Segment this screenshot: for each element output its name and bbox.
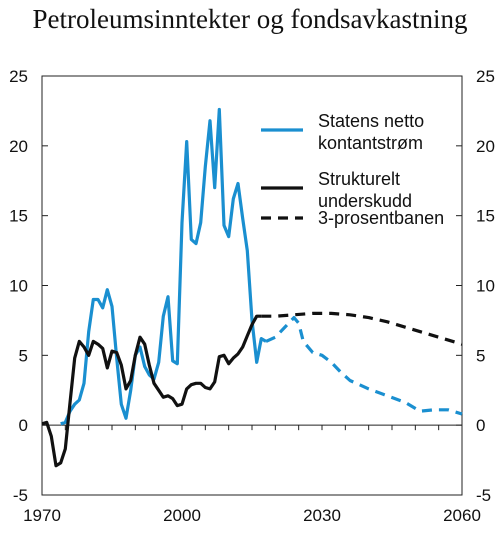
x-tick-label: 2060 — [443, 506, 481, 525]
legend: Statens netto kontantstrøm Strukturelt unde… — [261, 111, 444, 228]
y-tick-label-left: 25 — [9, 67, 28, 86]
legend-label: Statens netto kontantstrøm — [318, 111, 424, 153]
series-line-1 — [60, 107, 267, 426]
y-tick-label-left: 20 — [9, 137, 28, 156]
y-tick-label-right: 0 — [476, 416, 485, 435]
y-tick-label-left: -5 — [13, 486, 28, 505]
legend-label: 3-prosentbanen — [318, 208, 444, 228]
y-tick-label-left: 15 — [9, 207, 28, 226]
x-tick-label: 2000 — [163, 506, 201, 525]
y-tick-label-right: -5 — [476, 486, 491, 505]
right-y-axis: -5 0 5 10 15 20 25 — [456, 67, 495, 505]
y-tick-label-right: 20 — [476, 137, 495, 156]
y-tick-label-right: 15 — [476, 207, 495, 226]
y-tick-label-right: 25 — [476, 67, 495, 86]
series-layer — [41, 107, 463, 468]
y-tick-label-left: 5 — [19, 346, 28, 365]
series-line-3 — [41, 314, 262, 468]
y-tick-label-left: 10 — [9, 277, 28, 296]
x-tick-label: 1970 — [23, 506, 61, 525]
chart-title: Petroleumsinntekter og fondsavkastning — [32, 4, 468, 34]
left-y-axis: -5 0 5 10 15 20 25 — [9, 67, 48, 505]
y-tick-label-left: 0 — [19, 416, 28, 435]
legend-label: Strukturelt underskudd — [318, 169, 412, 211]
y-tick-label-right: 10 — [476, 277, 495, 296]
x-axis: 1970 2000 2030 2060 — [23, 425, 481, 525]
y-tick-label-right: 5 — [476, 346, 485, 365]
series-line-2 — [265, 316, 463, 416]
x-tick-label: 2030 — [303, 506, 341, 525]
